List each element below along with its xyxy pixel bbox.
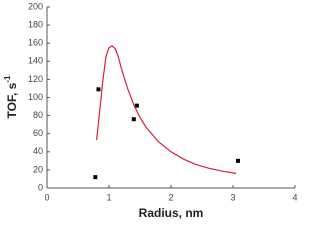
- x-tick-label: 2: [168, 192, 173, 202]
- page: Radius, nm TOF, s-1 0 20 40 60 80 100 120 140 16…: [3, 1, 298, 221]
- y-label-sup: -1: [3, 75, 12, 83]
- y-tick-label: 120: [28, 74, 43, 84]
- y-tick-label: 100: [28, 92, 43, 102]
- x-axis-label: Radius, nm: [139, 206, 204, 220]
- y-tick-label: 20: [33, 164, 43, 174]
- y-tick-label: 160: [28, 38, 43, 48]
- data-point: [134, 103, 139, 108]
- y-tick-label: 40: [33, 146, 43, 156]
- fit-curve: [96, 45, 237, 175]
- y-tick-label: 80: [33, 110, 43, 120]
- chart: Radius, nm TOF, s-1 02040608010012014016…: [3, 1, 297, 220]
- y-tick-label: 60: [33, 128, 43, 138]
- x-tick-label: 4: [292, 192, 297, 202]
- y-tick-label: 180: [28, 19, 43, 29]
- y-label-main: TOF, s: [5, 82, 19, 118]
- data-point: [235, 158, 240, 163]
- y-tick-label: 140: [28, 56, 43, 66]
- y-tick-label: 0: [38, 182, 43, 192]
- x-tick-label: 1: [106, 192, 111, 202]
- x-tick-label: 0: [44, 192, 49, 202]
- data-point: [93, 175, 98, 180]
- y-axis-label: TOF, s-1: [3, 75, 19, 118]
- data-point: [131, 117, 136, 122]
- y-tick-label: 200: [28, 1, 43, 11]
- data-point: [96, 87, 101, 92]
- x-tick-label: 3: [230, 192, 235, 202]
